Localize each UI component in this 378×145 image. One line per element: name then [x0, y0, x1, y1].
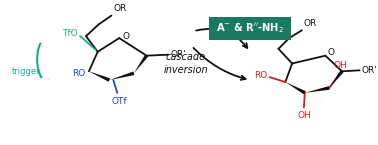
Text: OR': OR' [170, 50, 186, 59]
Polygon shape [285, 82, 306, 94]
Text: O: O [327, 48, 334, 57]
Polygon shape [110, 71, 134, 80]
Text: RO: RO [254, 71, 268, 80]
FancyBboxPatch shape [209, 17, 291, 40]
Polygon shape [305, 86, 330, 93]
Text: TfO: TfO [62, 29, 78, 38]
Polygon shape [89, 71, 110, 82]
Text: cascade
inversion: cascade inversion [163, 52, 208, 75]
Text: trigger: trigger [12, 67, 41, 76]
Polygon shape [329, 70, 344, 88]
Polygon shape [134, 55, 148, 73]
Text: OTf: OTf [112, 97, 127, 106]
Text: RO: RO [72, 69, 85, 78]
Text: A$^{-}$ & R$^{\prime\prime}$-NH$_2$: A$^{-}$ & R$^{\prime\prime}$-NH$_2$ [216, 21, 284, 35]
Text: OR: OR [113, 4, 127, 13]
Text: O: O [122, 32, 129, 41]
Text: OR': OR' [361, 66, 377, 75]
Text: OH: OH [333, 61, 347, 70]
Text: OH: OH [297, 111, 311, 120]
Text: OR: OR [304, 19, 317, 28]
